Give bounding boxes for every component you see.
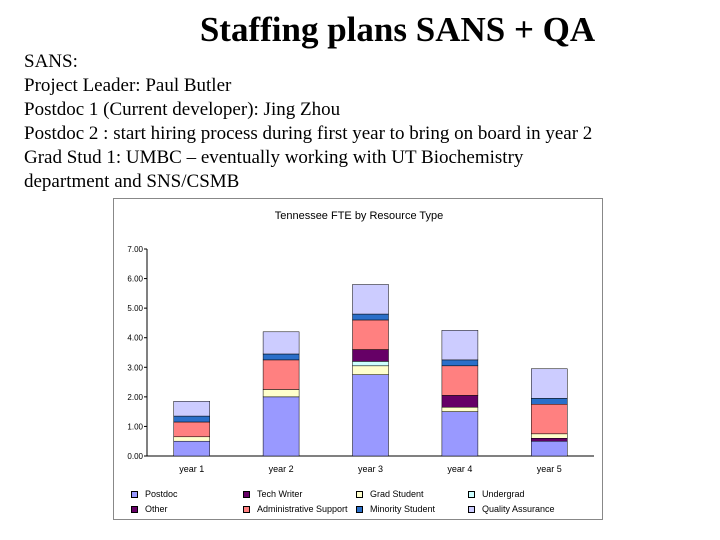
legend-label: Undergrad: [482, 489, 525, 499]
legend-item: Undergrad: [468, 489, 525, 499]
legend-item: Grad Student: [356, 489, 424, 499]
fte-chart: Tennessee FTE by Resource Type 0.00 1.00 2.…: [113, 198, 603, 520]
legend-swatch: [243, 505, 250, 513]
y-tick-label: 3.00: [127, 363, 143, 372]
legend-swatch: [468, 505, 475, 513]
legend-item: Quality Assurance: [468, 504, 555, 514]
bar-segment: [441, 330, 479, 361]
bar-segment: [262, 396, 300, 457]
legend-item: Other: [131, 504, 168, 514]
legend-item: Administrative Support: [243, 504, 348, 514]
staffing-text: SANS: Project Leader: Paul Butler Postdo…: [24, 50, 592, 194]
bar-segment: [352, 313, 389, 321]
legend-item: Postdoc: [131, 489, 178, 499]
y-tick-label: 5.00: [127, 304, 143, 313]
legend-swatch: [356, 505, 363, 513]
line-postdoc-2: Postdoc 2 : start hiring process during …: [24, 123, 593, 144]
bar-segment: [531, 404, 568, 435]
bar-segment: [262, 389, 300, 398]
legend-swatch: [468, 490, 475, 498]
legend-label: Tech Writer: [257, 489, 303, 499]
y-tick-label: 1.00: [127, 422, 143, 431]
bar-segment: [441, 411, 479, 457]
bar-segment: [352, 319, 389, 350]
bar-segment: [352, 374, 389, 457]
y-tick-label: 2.00: [127, 393, 143, 402]
bar-segment: [352, 284, 389, 315]
bar-segment: [441, 365, 479, 396]
legend-swatch: [356, 490, 363, 498]
bar-segment: [441, 359, 479, 367]
legend-item: Minority Student: [356, 504, 435, 514]
x-tick-label: year 2: [269, 464, 294, 474]
bar-segment: [441, 406, 479, 412]
slide-title: Staffing plans SANS + QA: [199, 10, 596, 49]
line-grad-stud-1-cont: department and SNS/CSMB: [24, 171, 240, 192]
bar-segment: [352, 361, 389, 367]
legend-label: Minority Student: [370, 504, 436, 514]
line-postdoc-1: Postdoc 1 (Current developer): Jing Zhou: [24, 99, 341, 120]
y-tick-label: 0.00: [127, 452, 143, 461]
x-tick-label: year 1: [179, 464, 204, 474]
y-tick-label: 7.00: [127, 245, 143, 254]
bar-segment: [173, 401, 210, 417]
bar-segment: [173, 436, 210, 442]
bar-segment: [173, 440, 210, 457]
x-tick-label: year 4: [447, 464, 472, 474]
bar-segment: [531, 438, 568, 442]
legend-swatch: [243, 490, 250, 498]
line-project-leader: Project Leader: Paul Butler: [24, 75, 232, 96]
bar-segment: [531, 433, 568, 439]
y-tick-label: 4.00: [127, 334, 143, 343]
legend-label: Administrative Support: [257, 504, 348, 514]
bar-segment: [262, 359, 300, 390]
line-sans: SANS:: [24, 51, 78, 72]
legend-item: Tech Writer: [243, 489, 302, 499]
legend-label: Grad Student: [370, 489, 424, 499]
bar-segment: [173, 421, 210, 438]
bar-segment: [262, 331, 300, 355]
bar-segment: [441, 395, 479, 408]
bar-segment: [352, 365, 389, 375]
legend-label: Quality Assurance: [482, 504, 555, 514]
line-grad-stud-1: Grad Stud 1: UMBC – eventually working w…: [24, 147, 524, 168]
chart-title: Tennessee FTE by Resource Type: [275, 210, 444, 222]
bar-segment: [173, 415, 210, 423]
bar-segment: [262, 353, 300, 361]
legend-label: Postdoc: [145, 489, 178, 499]
bar-segment: [531, 368, 568, 399]
x-tick-label: year 5: [537, 464, 562, 474]
legend-label: Other: [145, 504, 168, 514]
bar-segment: [531, 440, 568, 457]
fte-chart-svg: Tennessee FTE by Resource Type 0.00 1.00 2.…: [127, 210, 594, 474]
bar-segment: [531, 398, 568, 405]
legend-swatch: [131, 490, 138, 498]
x-tick-label: year 3: [358, 464, 383, 474]
y-tick-label: 6.00: [127, 275, 143, 284]
legend-swatch: [131, 505, 138, 513]
bar-segment: [352, 349, 389, 362]
